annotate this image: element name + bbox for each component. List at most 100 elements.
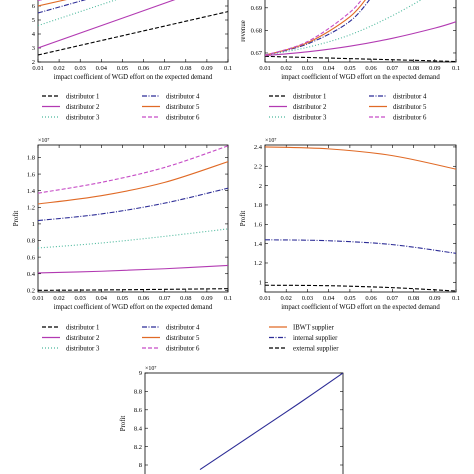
legend-label: distributor 3 (66, 345, 100, 352)
y-tick-label: 1 (259, 280, 262, 287)
y-tick-label: 2 (32, 59, 35, 66)
y-tick-label: 1.8 (254, 202, 262, 209)
x-tick-label: 0.06 (365, 295, 377, 302)
x-tick-label: 0.01 (32, 295, 43, 302)
x-tick-label: 0.06 (365, 65, 377, 72)
y-axis-label: Profit (240, 211, 247, 227)
y-tick-label: 2 (259, 183, 262, 190)
series-line-3 (265, 284, 456, 292)
x-tick-label: 0.02 (281, 65, 292, 72)
legend-label: distributor 5 (166, 335, 200, 342)
legend-label: external supplier (293, 345, 339, 352)
series-line-5 (38, 161, 228, 205)
legend-label: distributor 2 (293, 104, 327, 111)
y-axis-label: Profit (13, 211, 20, 227)
legend-label: distributor 6 (393, 114, 427, 121)
plot-frame (264, 144, 457, 293)
chart-panel-1: 0.01 0.02 0.03 0.04 0.05 0.06 0.07 0.08 0.09 0.1 2… (32, 0, 232, 121)
x-tick-label: 0.04 (96, 65, 108, 72)
series-line-2 (38, 0, 176, 49)
x-tick-label: 0.04 (96, 295, 108, 302)
y-tick-label: 8.8 (134, 389, 142, 396)
y-tick-label: 0.8 (27, 238, 35, 245)
y-tick-label: 2.4 (254, 144, 263, 151)
x-tick-label: 0.01 (259, 65, 270, 72)
plot-frame (37, 144, 229, 293)
series-line-3 (38, 0, 117, 27)
y-tick-label: 9 (139, 370, 142, 377)
chart-panel-5: 8 8.2 8.4 8.6 8.8 9×10⁷ Profit (120, 366, 344, 474)
series-line-2 (265, 21, 456, 57)
legend-label: distributor 2 (66, 104, 100, 111)
x-tick-label: 0.09 (429, 65, 440, 72)
x-tick-label: 0.08 (408, 65, 419, 72)
series-line-3 (265, 0, 422, 56)
x-tick-label: 0.08 (408, 295, 419, 302)
x-tick-label: 0.06 (138, 65, 150, 72)
series-line-4 (38, 187, 228, 222)
y-exponent-label: ×10⁷ (38, 138, 49, 144)
x-tick-label: 0.07 (159, 65, 171, 72)
x-tick-label: 0.01 (259, 295, 270, 302)
x-tick-label: 0.08 (180, 295, 191, 302)
legend-label: distributor 5 (166, 104, 200, 111)
x-tick-label: 0.1 (224, 65, 232, 72)
x-tick-label: 0.08 (180, 65, 191, 72)
series-line-2 (38, 264, 228, 274)
y-tick-label: 0.69 (251, 5, 262, 12)
legend-label: distributor 3 (293, 114, 327, 121)
x-tick-label: 0.02 (53, 65, 64, 72)
y-axis-label: revenue (240, 20, 247, 42)
y-tick-label: 0.68 (251, 28, 262, 35)
y-tick-label: 8 (139, 462, 142, 469)
plot-frame (37, 0, 229, 63)
x-tick-label: 0.1 (224, 295, 232, 302)
y-tick-label: 6 (32, 3, 36, 10)
y-tick-label: 8.6 (134, 407, 143, 414)
legend-label: distributor 5 (393, 104, 427, 111)
y-tick-label: 2.2 (254, 163, 262, 170)
x-tick-label: 0.02 (53, 295, 64, 302)
x-tick-label: 0.09 (201, 295, 212, 302)
x-tick-label: 0.04 (323, 295, 335, 302)
series-line-2 (265, 239, 456, 254)
y-exponent-label: ×10⁷ (145, 366, 156, 372)
x-axis-label: impact coefficient of WGD effort on the … (54, 304, 213, 311)
y-tick-label: 0.4 (27, 271, 36, 278)
x-tick-label: 0.1 (452, 65, 460, 72)
y-tick-label: 1.4 (254, 241, 263, 248)
legend-label: distributor 1 (293, 93, 326, 100)
x-tick-label: 0.09 (201, 65, 212, 72)
x-tick-label: 0.04 (323, 65, 335, 72)
y-tick-label: 1.6 (254, 222, 263, 229)
legend-label: distributor 2 (66, 335, 100, 342)
y-tick-label: 3 (32, 45, 35, 52)
series-line-5 (265, 0, 366, 56)
x-tick-label: 0.1 (452, 295, 460, 302)
series-line-1 (265, 146, 456, 170)
series-line-6 (38, 145, 228, 194)
series-line-1 (38, 288, 228, 291)
x-tick-label: 0.07 (387, 295, 399, 302)
x-tick-label: 0.07 (159, 295, 171, 302)
y-tick-label: 1.2 (27, 204, 35, 211)
x-tick-label: 0.07 (387, 65, 399, 72)
y-tick-label: 0.2 (27, 288, 35, 295)
x-tick-label: 0.05 (344, 65, 355, 72)
plot-frame (144, 372, 344, 474)
y-tick-label: 1 (32, 221, 35, 228)
series-line-1 (265, 55, 456, 62)
x-tick-label: 0.03 (75, 65, 86, 72)
series-line-3 (38, 228, 228, 249)
x-tick-label: 0.05 (344, 295, 355, 302)
series-line-5 (38, 0, 67, 7)
x-tick-label: 0.03 (302, 65, 313, 72)
x-axis-label: impact coefficient of WGD effort on the … (281, 74, 440, 81)
legend-label: IBWT supplier (293, 324, 335, 331)
x-tick-label: 0.06 (138, 295, 150, 302)
series-line-1 (38, 11, 228, 56)
y-tick-label: 0.67 (251, 50, 263, 57)
x-axis-label: impact coefficient of WGD effort on the … (54, 74, 213, 81)
x-tick-label: 0.03 (302, 295, 313, 302)
